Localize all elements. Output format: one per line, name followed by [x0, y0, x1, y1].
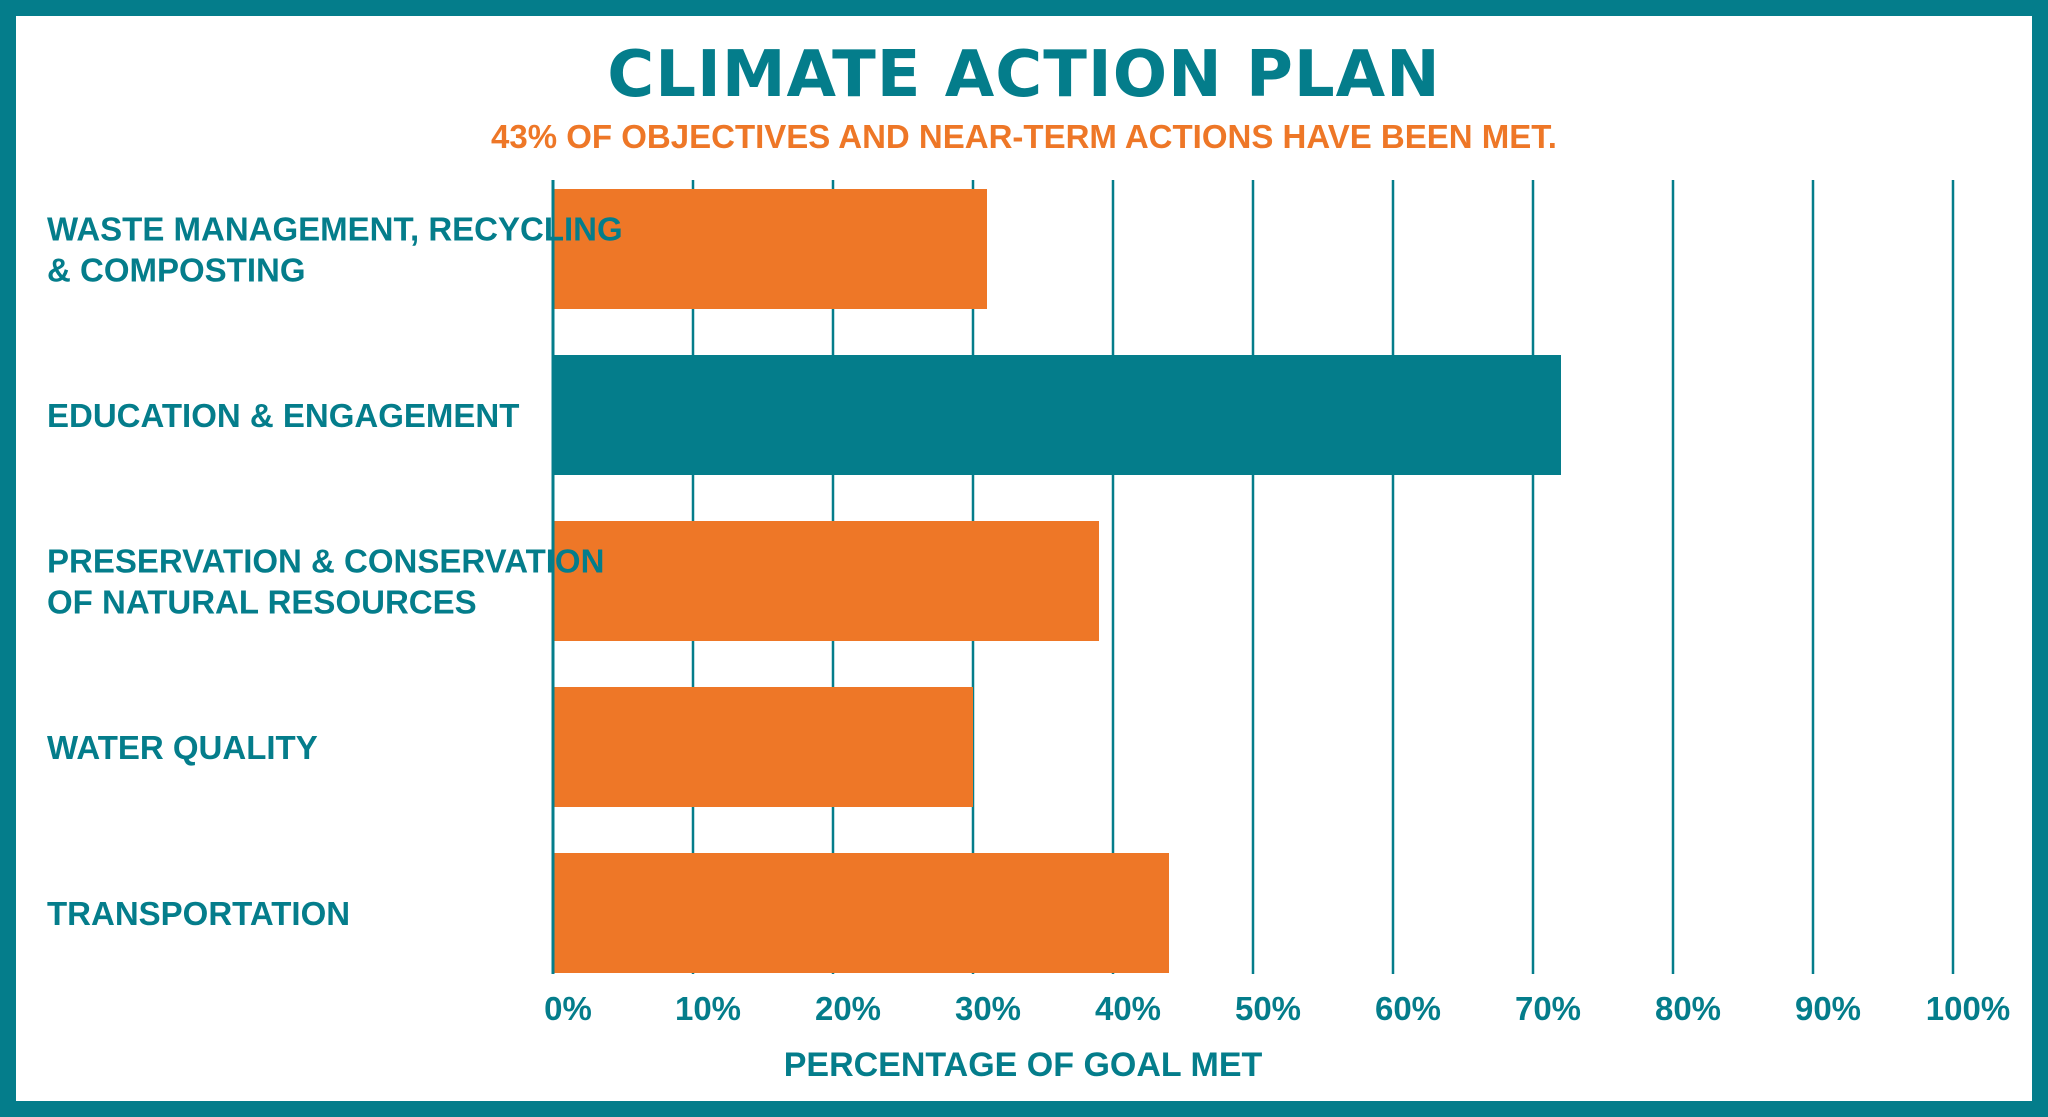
category-label: WATER QUALITY: [47, 729, 318, 766]
chart-subtitle: 43% OF OBJECTIVES AND NEAR-TERM ACTIONS …: [491, 118, 1557, 155]
tick-labels: 0% 10% 20% 30% 40% 50% 60% 70% 80% 90% 100%: [544, 990, 2010, 1027]
bars: [553, 189, 1561, 973]
chart-title: CLIMATE ACTION PLAN: [607, 38, 1441, 112]
tick-label: 70%: [1515, 990, 1581, 1027]
tick-label: 30%: [955, 990, 1021, 1027]
bar: [553, 189, 987, 309]
tick-label: 90%: [1795, 990, 1861, 1027]
tick-label: 60%: [1375, 990, 1441, 1027]
bar: [553, 521, 1099, 641]
category-label: PRESERVATION & CONSERVATION: [47, 543, 604, 580]
bar: [553, 355, 1561, 475]
x-axis-title: PERCENTAGE OF GOAL MET: [784, 1046, 1263, 1084]
category-label: & COMPOSTING: [47, 252, 306, 289]
category-label: WASTE MANAGEMENT, RECYCLING: [47, 211, 623, 248]
tick-label: 10%: [675, 990, 741, 1027]
tick-label: 80%: [1655, 990, 1721, 1027]
tick-label: 100%: [1926, 990, 2010, 1027]
category-label: EDUCATION & ENGAGEMENT: [47, 397, 519, 434]
tick-label: 0%: [544, 990, 592, 1027]
category-label: TRANSPORTATION: [47, 895, 350, 932]
category-labels: WASTE MANAGEMENT, RECYCLING & COMPOSTING E…: [47, 211, 623, 933]
tick-label: 40%: [1095, 990, 1161, 1027]
category-label: OF NATURAL RESOURCES: [47, 584, 477, 621]
tick-label: 50%: [1235, 990, 1301, 1027]
bar: [553, 853, 1169, 973]
bar: [553, 687, 973, 807]
tick-label: 20%: [815, 990, 881, 1027]
